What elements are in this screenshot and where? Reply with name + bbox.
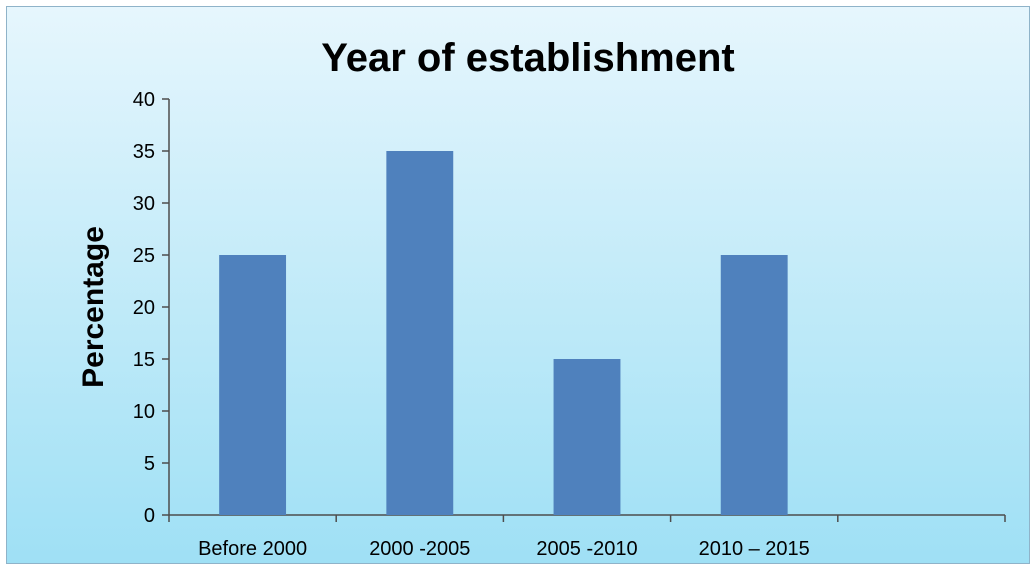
x-category-label: 2000 -2005 (369, 538, 470, 560)
plot-area: 0 5 10 15 20 25 30 35 40 Before 2000 2000 -2005 200… (133, 89, 1006, 560)
bar (219, 255, 287, 515)
y-tick-label: 40 (133, 89, 155, 111)
y-tick-label: 30 (133, 193, 155, 215)
bar (720, 255, 788, 515)
y-tick-label: 25 (133, 245, 155, 267)
y-tick-label: 15 (133, 349, 155, 371)
x-category-label: 2005 -2010 (536, 538, 637, 560)
bar-chart: Year of establishment Percentage 0 5 10 15 2… (77, 36, 1006, 560)
y-tick-label: 5 (144, 453, 155, 475)
bar (386, 151, 454, 515)
x-category-label: 2010 – 2015 (699, 538, 810, 560)
x-category-label: Before 2000 (198, 538, 307, 560)
y-tick-label: 35 (133, 141, 155, 163)
y-tick-label: 0 (144, 505, 155, 527)
chart-frame: Year of establishment Percentage 0 5 10 15 2… (6, 6, 1030, 564)
chart-title: Year of establishment (321, 36, 734, 80)
bar (553, 359, 621, 515)
y-tick-label: 20 (133, 297, 155, 319)
y-axis-label: Percentage (77, 226, 110, 388)
y-tick-label: 10 (133, 401, 155, 423)
